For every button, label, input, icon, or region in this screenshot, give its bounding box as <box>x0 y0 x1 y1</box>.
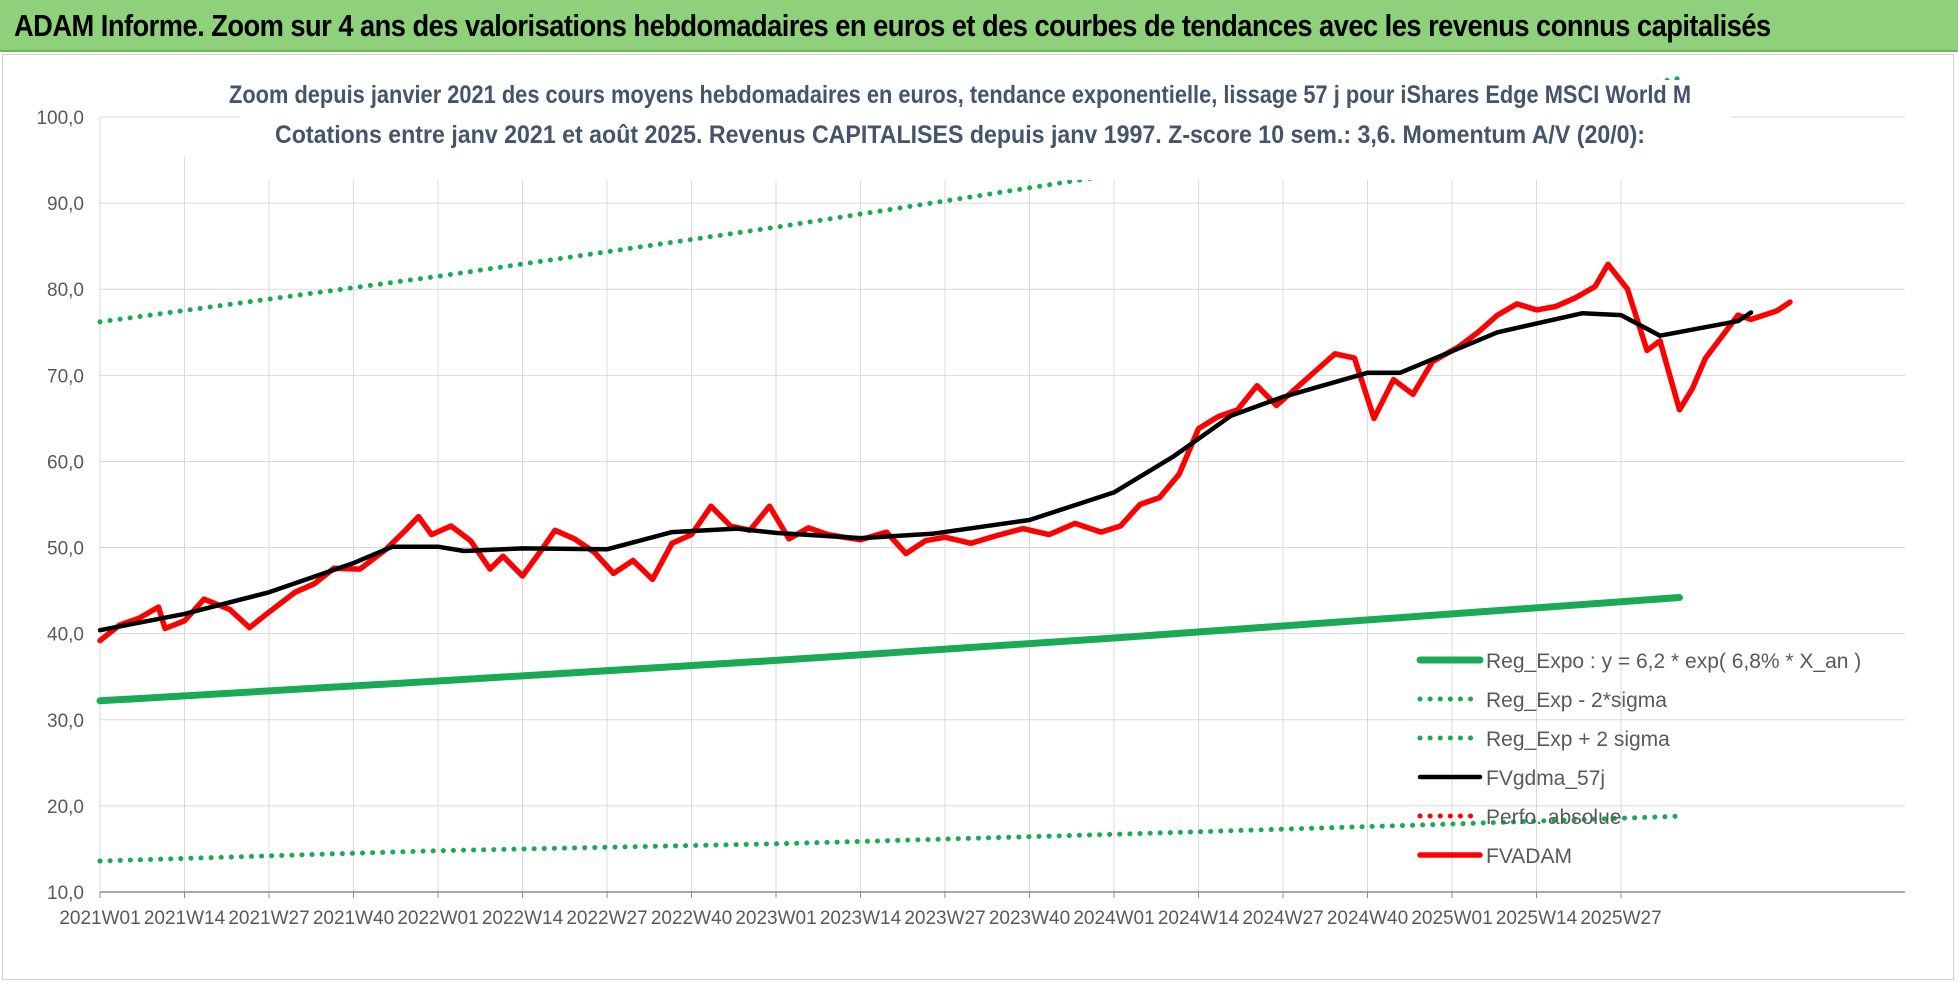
x-tick-label: 2025W27 <box>1580 908 1661 929</box>
x-tick-label: 2023W40 <box>989 908 1070 929</box>
y-tick-label: 40,0 <box>47 625 84 646</box>
series-line-0 <box>96 594 1683 705</box>
legend-label: FVgdma_57j <box>1486 767 1605 790</box>
legend-label: Perfo. absolue <box>1486 806 1621 829</box>
x-tick-label: 2024W40 <box>1327 908 1408 929</box>
x-tick-label: 2023W14 <box>820 908 902 929</box>
series-line-3 <box>97 310 1754 633</box>
x-tick-label: 2023W27 <box>904 908 985 929</box>
y-tick-label: 80,0 <box>47 280 84 301</box>
legend-label: Reg_Exp - 2*sigma <box>1486 689 1667 712</box>
y-tick-label: 50,0 <box>47 539 84 560</box>
x-tick-label: 2024W14 <box>1158 908 1240 929</box>
x-tick-label: 2021W27 <box>228 908 309 929</box>
y-tick-label: 100,0 <box>36 108 84 129</box>
chart-frame <box>2 54 1954 980</box>
legend: Reg_Expo : y = 6,2 * exp( 6,8% * X_an ) R… <box>1416 650 1861 868</box>
report-title: ADAM Informe. Zoom sur 4 ans des valoris… <box>14 8 1771 43</box>
y-tick-label: 10,0 <box>47 883 84 904</box>
chart-title: Zoom depuis janvier 2021 des cours moyen… <box>229 81 1691 109</box>
title-backdrop <box>240 80 1730 180</box>
x-tick-label: 2021W40 <box>313 908 394 929</box>
x-tick-label: 2025W01 <box>1411 908 1492 929</box>
x-tick-label: 2022W27 <box>566 908 647 929</box>
x-tick-label: 2021W01 <box>59 908 140 929</box>
gridlines <box>99 116 1905 893</box>
x-tick-label: 2025W14 <box>1496 908 1578 929</box>
x-tick-label: 2023W01 <box>735 908 816 929</box>
report-banner: ADAM Informe. Zoom sur 4 ans des valoris… <box>0 0 1958 52</box>
x-tick-label: 2022W14 <box>482 908 564 929</box>
x-tick-label: 2024W01 <box>1073 908 1154 929</box>
chart-subtitle: Cotations entre janv 2021 et août 2025. … <box>275 121 1645 149</box>
legend-label: FVADAM <box>1486 845 1572 868</box>
x-axis-ticks: 2021W01 2021W14 2021W27 2021W40 2022W01 2022W… <box>59 117 1905 929</box>
x-tick-label: 2021W14 <box>144 908 226 929</box>
y-tick-label: 90,0 <box>47 194 84 215</box>
y-tick-label: 20,0 <box>47 797 84 818</box>
series-line-1 <box>97 813 1682 864</box>
series-line-5 <box>97 261 1793 644</box>
y-axis-ticks: 10,0 20,0 30,0 40,0 50,0 60,0 70,0 80,0 90,0 100,… <box>36 108 84 904</box>
legend-label: Reg_Exp + 2 sigma <box>1486 728 1670 751</box>
x-tick-label: 2022W01 <box>397 908 478 929</box>
y-tick-label: 60,0 <box>47 452 84 473</box>
y-tick-label: 70,0 <box>47 366 84 387</box>
legend-label: Reg_Expo : y = 6,2 * exp( 6,8% * X_an ) <box>1486 650 1861 673</box>
x-tick-label: 2022W40 <box>651 908 732 929</box>
y-tick-label: 30,0 <box>47 711 84 732</box>
x-tick-label: 2024W27 <box>1242 908 1323 929</box>
